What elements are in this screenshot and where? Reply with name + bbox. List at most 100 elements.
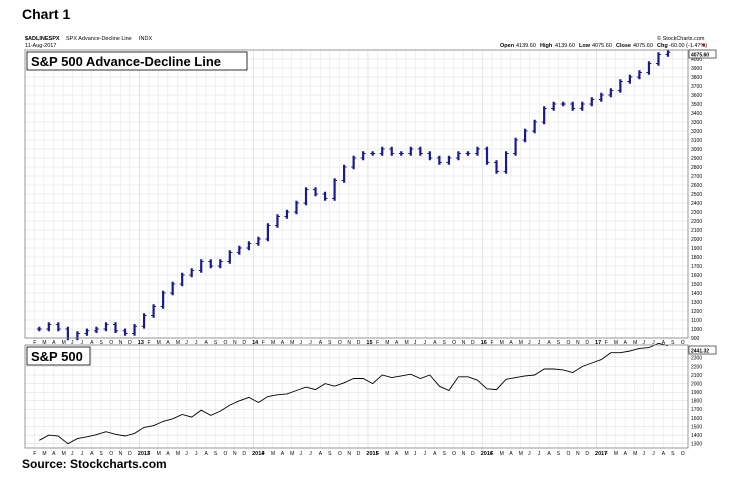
x-tick-label: J xyxy=(642,451,645,457)
x-tick-label: M xyxy=(633,340,637,346)
adline-bar xyxy=(36,326,42,332)
y-tick-label: 1900 xyxy=(691,246,702,252)
x-tick-label: O xyxy=(452,340,456,346)
y-tick-label: 1700 xyxy=(691,264,702,270)
x-tick-label: M xyxy=(614,340,618,346)
y-tick-label: 1300 xyxy=(691,442,702,448)
x-tick-label: S xyxy=(214,340,218,346)
x-tick-label: J xyxy=(185,451,188,457)
x-tick-label: 2015 xyxy=(366,451,378,457)
lower-panel-title: S&P 500 xyxy=(31,349,83,364)
upper-gridlines xyxy=(25,50,688,339)
adline-bar xyxy=(122,328,128,336)
adline-bar xyxy=(598,92,604,102)
adline-bar xyxy=(84,328,90,336)
adline-bar xyxy=(265,223,271,242)
x-tick-label: N xyxy=(119,451,123,457)
x-tick-label: S xyxy=(442,451,446,457)
adline-bar xyxy=(474,146,480,156)
adline-bar xyxy=(570,101,576,111)
x-tick-label: F xyxy=(605,340,608,346)
x-tick-label: M xyxy=(500,451,504,457)
y-tick-label: 3400 xyxy=(691,111,702,117)
y-tick-label: 3300 xyxy=(691,120,702,126)
adline-bar xyxy=(160,290,166,309)
x-tick-label: A xyxy=(433,451,437,457)
x-tick-label: 14 xyxy=(252,340,259,346)
open-value: 4139.60 xyxy=(516,43,536,49)
y-tick-label: 1800 xyxy=(691,399,702,405)
x-tick-label: J xyxy=(300,451,303,457)
x-tick-label: M xyxy=(157,340,161,346)
x-tick-label: J xyxy=(528,451,531,457)
y-tick-label: 2000 xyxy=(691,237,702,243)
adline-bar xyxy=(198,259,204,273)
y-tick-label: 1800 xyxy=(691,255,702,261)
x-tick-label: D xyxy=(471,451,475,457)
x-tick-label: N xyxy=(119,340,123,346)
x-tick-label: A xyxy=(509,451,513,457)
x-tick-label: S xyxy=(328,451,332,457)
adline-bar xyxy=(217,259,223,269)
lower-last-value: 2441.32 xyxy=(691,349,709,355)
x-tick-label: A xyxy=(319,340,323,346)
x-tick-label: A xyxy=(90,451,94,457)
x-tick-label: M xyxy=(404,340,408,346)
upper-y-axis: 900 1000 1100 1200 1300 1400 1500 1600 1700 1800 1… xyxy=(691,57,702,342)
chart-index-tag: INDX xyxy=(139,36,152,42)
adline-bar xyxy=(389,146,395,156)
x-tick-label: M xyxy=(519,451,523,457)
y-tick-label: 3800 xyxy=(691,75,702,81)
x-tick-label: 2016 xyxy=(481,451,493,457)
x-tick-label: S xyxy=(557,451,561,457)
y-tick-label: 2500 xyxy=(691,192,702,198)
lower-panel-label: S&P 500 xyxy=(26,346,91,366)
x-tick-label: M xyxy=(500,340,504,346)
x-tick-label: A xyxy=(166,340,170,346)
x-tick-label: F xyxy=(262,340,265,346)
x-tick-label: A xyxy=(662,451,666,457)
y-tick-label: 4000 xyxy=(691,57,702,63)
x-tick-label: O xyxy=(338,451,342,457)
adline-bar xyxy=(522,128,528,143)
x-tick-label: 2014 xyxy=(252,451,265,457)
adline-bar xyxy=(636,70,642,80)
y-tick-label: 2200 xyxy=(691,364,702,370)
x-tick-label: J xyxy=(81,451,84,457)
upper-last-value-box: 4075.60 xyxy=(688,49,717,59)
adline-bar xyxy=(589,97,595,107)
x-tick-label: J xyxy=(538,451,541,457)
x-tick-label: J xyxy=(642,340,645,346)
x-tick-label: O xyxy=(452,451,456,457)
x-tick-label: M xyxy=(62,340,66,346)
x-tick-label: J xyxy=(424,451,427,457)
y-tick-label: 3100 xyxy=(691,138,702,144)
y-tick-label: 900 xyxy=(691,336,700,342)
x-tick-label: S xyxy=(328,340,332,346)
x-tick-label: M xyxy=(290,451,294,457)
x-tick-label: 16 xyxy=(481,340,487,346)
x-tick-label: O xyxy=(681,451,685,457)
y-tick-label: 1500 xyxy=(691,282,702,288)
y-tick-label: 2600 xyxy=(691,183,702,189)
x-tick-label: D xyxy=(242,340,246,346)
adline-bar xyxy=(503,151,509,174)
x-tick-label: S xyxy=(671,340,675,346)
y-tick-label: 1300 xyxy=(691,300,702,306)
y-tick-label: 3000 xyxy=(691,147,702,153)
chart-symbol: $ADLINESPX xyxy=(25,36,60,42)
x-tick-label: 17 xyxy=(595,340,601,346)
x-tick-label: A xyxy=(624,340,628,346)
x-tick-label: F xyxy=(490,340,493,346)
x-tick-label: F xyxy=(33,340,36,346)
x-tick-label: D xyxy=(471,340,475,346)
x-tick-label: S xyxy=(100,451,104,457)
y-tick-label: 3700 xyxy=(691,84,702,90)
x-tick-label: J xyxy=(414,340,417,346)
y-tick-label: 2800 xyxy=(691,165,702,171)
upper-panel-frame xyxy=(24,49,689,339)
x-tick-label: A xyxy=(90,340,94,346)
y-tick-label: 1900 xyxy=(691,390,702,396)
x-tick-label: J xyxy=(185,340,188,346)
